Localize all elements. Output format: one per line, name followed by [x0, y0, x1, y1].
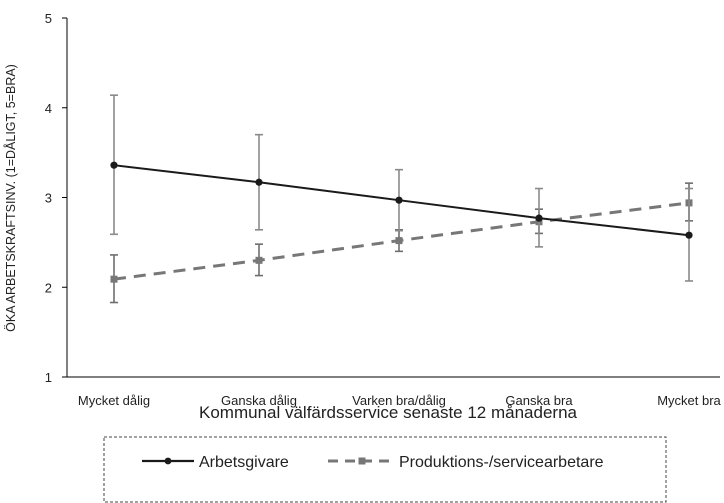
legend-label-arbetsgivare: Arbetsgivare	[199, 454, 289, 471]
series-layer	[110, 94, 693, 304]
legend-marker-produktions	[358, 457, 366, 465]
data-point-arbetsgivare	[395, 196, 403, 204]
legend-label-produktions: Produktions-/servicearbetare	[399, 454, 604, 471]
data-point-produktions	[255, 256, 263, 264]
x-tick-labels: Mycket dålig Ganska dålig Varken bra/dålig…	[78, 393, 722, 408]
x-tick-label: Ganska dålig	[221, 393, 297, 408]
legend-box	[103, 436, 667, 503]
y-tick-labels: 1 2 3 4 5	[45, 11, 67, 385]
legend: Arbetsgivare Produktions-/servicearbetar…	[103, 436, 667, 503]
y-axis-title: ÖKA ARBETSKRAFTSINV. (1=DÅLIGT, 5=BRA)	[3, 64, 18, 332]
data-point-arbetsgivare	[255, 178, 263, 186]
y-tick-label: 3	[45, 191, 52, 206]
data-point-arbetsgivare	[685, 231, 693, 239]
y-tick-label: 2	[45, 280, 52, 295]
y-tick-label: 5	[45, 11, 52, 26]
x-axis-title: Kommunal välfärdsservice senaste 12 måna…	[199, 403, 578, 422]
x-tick-label: Varken bra/dålig	[352, 393, 446, 408]
x-tick-label: Ganska bra	[505, 393, 573, 408]
y-tick-label: 1	[45, 370, 52, 385]
data-point-arbetsgivare	[110, 161, 118, 169]
y-tick-label: 4	[45, 101, 52, 116]
x-tick-label: Mycket bra	[657, 393, 721, 408]
data-point-produktions	[395, 237, 403, 245]
legend-marker-arbetsgivare	[164, 457, 172, 465]
data-point-arbetsgivare	[535, 214, 543, 222]
x-tick-label: Mycket dålig	[78, 393, 150, 408]
data-point-produktions	[110, 275, 118, 283]
